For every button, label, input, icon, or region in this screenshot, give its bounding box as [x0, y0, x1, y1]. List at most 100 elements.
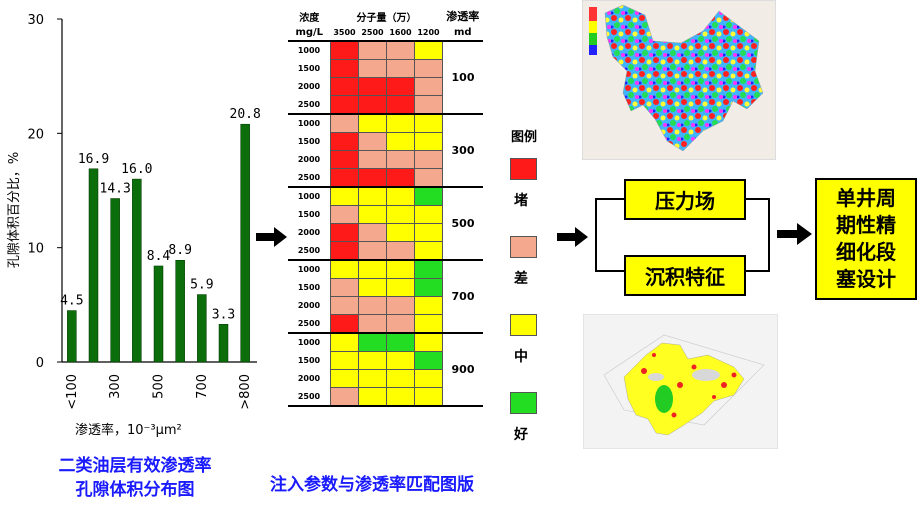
y-axis-label: 孔隙体积百分比，% [7, 152, 22, 268]
table-caption: 注入参数与渗透率匹配图版 [270, 475, 474, 495]
bar [240, 123, 250, 363]
rating-cell [358, 351, 387, 370]
bar [197, 294, 207, 363]
matrix-row: 2000 [288, 77, 483, 96]
rating-cell [414, 387, 443, 407]
rating-cell [358, 150, 387, 169]
bar [175, 259, 185, 363]
rating-cell [386, 77, 415, 96]
col-header-molecular-weight: 分子量（万） [356, 12, 417, 24]
rating-cell [330, 132, 359, 151]
flow-bracket-top-right [744, 198, 770, 200]
rating-cell [358, 59, 387, 78]
bar [110, 198, 120, 363]
matrix-row: 2000 [288, 150, 483, 169]
rating-cell [330, 278, 359, 297]
rating-cell [330, 332, 359, 352]
flow-bracket-left [595, 198, 597, 272]
rating-cell [386, 314, 415, 334]
rating-cell [386, 241, 415, 261]
flow-bracket-right [768, 198, 770, 272]
rating-cell [358, 241, 387, 261]
legend-swatch [510, 392, 537, 414]
concentration-cell: 1000 [297, 119, 321, 129]
concentration-cell: 2500 [288, 387, 331, 407]
sedimentary-map-image [603, 334, 765, 436]
rating-cell [358, 95, 387, 115]
rating-cell [330, 314, 359, 334]
flow-bracket-bottom-right [744, 270, 770, 272]
arrow-right-icon [256, 227, 287, 247]
rating-cell [330, 59, 359, 78]
rating-cell [358, 113, 387, 133]
rating-cell [330, 168, 359, 188]
rating-cell [414, 77, 443, 96]
rating-cell [330, 351, 359, 370]
permeability-cell: 900 [442, 333, 483, 407]
concentration-cell: 2500 [288, 168, 331, 188]
matrix-row: 2000 [288, 296, 483, 315]
concentration-cell: 2000 [297, 374, 321, 383]
rating-cell [330, 186, 359, 206]
matrix-row: 2500 [288, 314, 483, 334]
rating-cell [414, 332, 443, 352]
matrix-row: 1500 [288, 132, 483, 151]
rating-cell [330, 369, 359, 388]
bar [132, 178, 142, 363]
concentration-cell: 1000 [297, 338, 321, 348]
rating-cell [358, 314, 387, 334]
concentration-cell: 1500 [297, 64, 321, 73]
rating-cell [414, 40, 443, 60]
bar [218, 324, 229, 363]
x-tick-label: <100 [65, 374, 80, 410]
rating-cell [386, 387, 415, 407]
permeability-cell: 100 [442, 41, 483, 115]
x-tick-label: >800 [238, 374, 253, 410]
x-tick-label: 300 [108, 374, 123, 399]
concentration-cell: 2000 [297, 301, 321, 310]
concentration-cell: 1000 [297, 192, 321, 202]
concentration-cell: 1500 [297, 137, 321, 146]
matrix-row: 2500 [288, 168, 483, 188]
matrix-row: 1000 300 [288, 113, 483, 188]
matrix-row: 2000 [288, 369, 483, 388]
rating-cell [330, 95, 359, 115]
rating-cell [358, 387, 387, 407]
rating-cell [414, 351, 443, 370]
matrix-row: 2500 [288, 387, 483, 407]
permeability-cell: 300 [442, 114, 483, 188]
bar-value-label: 3.3 [212, 307, 235, 322]
rating-cell [414, 132, 443, 151]
legend-swatch [510, 314, 537, 336]
flow-bracket-top-left [595, 198, 625, 200]
result-line-1: 单井周 [836, 186, 896, 210]
pressure-map-image [589, 4, 764, 152]
matrix-row: 2500 [288, 95, 483, 115]
y-tick-label: 30 [27, 13, 44, 28]
bar-value-label: 5.9 [190, 278, 213, 293]
rating-cell [414, 223, 443, 242]
rating-cell [330, 259, 359, 279]
rating-cell [358, 296, 387, 315]
concentration-cell: 2500 [288, 241, 331, 261]
concentration-cell: 2000 [297, 155, 321, 164]
bar-value-label: 8.4 [147, 249, 171, 264]
rating-cell [414, 369, 443, 388]
rating-cell [358, 369, 387, 388]
concentration-cell: 1500 [297, 210, 321, 219]
permeability-cell: 700 [442, 260, 483, 334]
rating-cell [330, 387, 359, 407]
mw-2500: 2500 [358, 24, 387, 42]
rating-cell [414, 150, 443, 169]
rating-cell [358, 223, 387, 242]
rating-cell [386, 59, 415, 78]
rating-cell [386, 132, 415, 151]
rating-cell [330, 223, 359, 242]
legend-label: 好 [514, 427, 528, 443]
bar-value-label: 16.9 [78, 152, 109, 167]
concentration-cell: 2000 [297, 82, 321, 91]
rating-cell [386, 186, 415, 206]
legend-title: 图例 [511, 130, 538, 145]
rating-cell [358, 278, 387, 297]
y-tick-label: 0 [36, 356, 44, 371]
